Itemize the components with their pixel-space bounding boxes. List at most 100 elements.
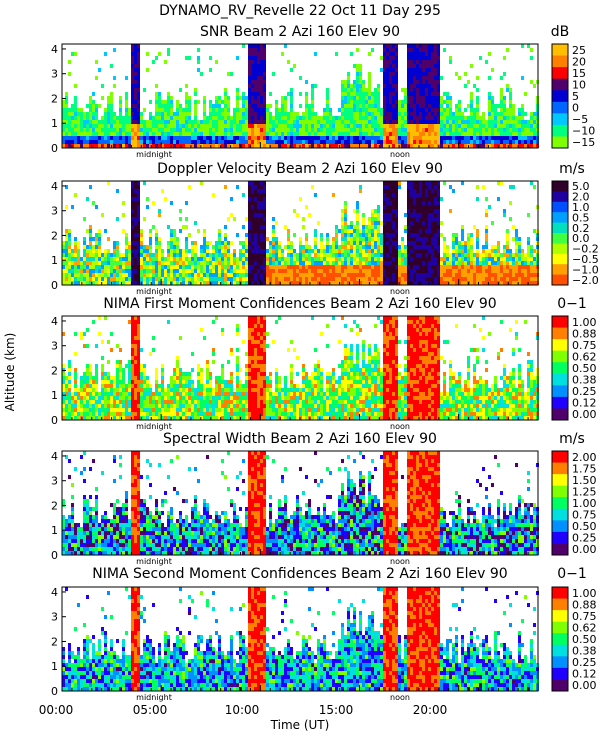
midnight-marker: midnight (136, 422, 172, 431)
colorbar-swatch (552, 598, 568, 611)
colorbar-label: 0.25 (572, 656, 597, 669)
y-tick-label: 3 (51, 205, 58, 218)
panel-4: Spectral Width Beam 2 Azi 160 Elev 90 m/s… (51, 431, 597, 566)
colorbar-swatch (552, 90, 568, 103)
y-tick-label: 2 (51, 635, 58, 648)
colorbar-swatch (552, 667, 568, 680)
y-tick-label: 4 (51, 180, 58, 193)
colorbar-label: −5 (572, 113, 588, 126)
colorbar-swatch (552, 181, 568, 192)
colorbar-label: 0.25 (572, 532, 597, 545)
noon-marker: noon (390, 287, 410, 296)
y-tick-label: 0 (51, 279, 58, 292)
colorbar-swatch (552, 385, 568, 398)
colorbar-label: 2.00 (572, 451, 597, 464)
colorbar-label: 0.2 (572, 222, 590, 235)
colorbar-swatch (552, 274, 568, 286)
y-tick-label: 0 (51, 414, 58, 427)
x-tick-label: 20:00 (413, 703, 448, 717)
colorbar-label: 1.00 (572, 497, 597, 510)
colorbar-label: 1.0 (572, 201, 590, 214)
midnight-marker: midnight (136, 150, 172, 159)
colorbar-swatch (552, 508, 568, 521)
colorbar-label: 0.50 (572, 633, 597, 646)
x-tick-label: 10:00 (225, 703, 260, 717)
x-axis-label: Time (UT) (270, 718, 330, 732)
y-tick-label: 2 (51, 229, 58, 242)
colorbar-label: −0.5 (572, 253, 599, 266)
heatmap-cells (62, 587, 539, 691)
colorbar-swatch (552, 656, 568, 669)
colorbar-label: 0.00 (572, 408, 597, 421)
colorbar-frame (551, 586, 569, 692)
colorbar-swatch (552, 679, 568, 692)
colorbar-label: 10 (572, 78, 586, 91)
midnight-marker: midnight (136, 557, 172, 566)
colorbar-swatch (552, 67, 568, 80)
colorbar-label: 0.00 (572, 543, 597, 556)
noon-marker: noon (390, 422, 410, 431)
colorbar-swatch (552, 222, 568, 234)
colorbar-swatch (552, 497, 568, 510)
colorbar-swatch (552, 462, 568, 475)
heatmap-cells (62, 44, 539, 148)
heatmap-cells (62, 181, 539, 285)
y-tick-label: 3 (51, 611, 58, 624)
y-tick-label: 0 (51, 549, 58, 562)
colorbar-label: 0.88 (572, 327, 597, 340)
y-tick-label: 4 (51, 586, 58, 599)
colorbar-label: 0.62 (572, 350, 597, 363)
colorbar-swatch (552, 55, 568, 68)
colorbar-swatch (552, 113, 568, 126)
colorbar-label: 0.38 (572, 645, 597, 658)
colorbar-swatch (552, 201, 568, 213)
colorbar-label: 1.00 (572, 587, 597, 600)
y-tick-label: 1 (51, 524, 58, 537)
colorbar-swatch (552, 264, 568, 276)
colorbar-unit: m/s (559, 161, 585, 177)
colorbar-swatch (552, 451, 568, 464)
y-tick-label: 3 (51, 340, 58, 353)
colorbar-label: 0.75 (572, 610, 597, 623)
colorbar-swatch (552, 350, 568, 363)
colorbar-label: 0.50 (572, 362, 597, 375)
panel-2: Doppler Velocity Beam 2 Azi 160 Elev 90 m… (51, 161, 599, 296)
colorbar-swatch (552, 339, 568, 352)
colorbar-frame (551, 43, 569, 149)
colorbar-swatch (552, 633, 568, 646)
y-tick-label: 2 (51, 364, 58, 377)
colorbar-swatch (552, 543, 568, 556)
colorbar-label: 0.12 (572, 397, 597, 410)
panels: SNR Beam 2 Azi 160 Elev 90 dB 0 1 2 3 4 midnigh… (39, 24, 599, 717)
y-tick-label: 3 (51, 475, 58, 488)
heatmap-cells (62, 451, 539, 555)
colorbar-label: 0.12 (572, 668, 597, 681)
colorbar-label: −15 (572, 136, 595, 149)
panel-title: Doppler Velocity Beam 2 Azi 160 Elev 90 (157, 161, 443, 177)
panel-3: NIMA First Moment Confidences Beam 2 Azi… (51, 296, 597, 431)
y-tick-label: 3 (51, 68, 58, 81)
y-tick-label: 4 (51, 43, 58, 56)
colorbar-swatch (552, 485, 568, 498)
colorbar-swatch (552, 136, 568, 149)
x-tick-label: 15:00 (319, 703, 354, 717)
colorbar-label: −10 (572, 125, 595, 138)
colorbar-unit: 0−1 (557, 296, 587, 312)
colorbar-swatch (552, 316, 568, 329)
colorbar-label: 1.00 (572, 316, 597, 329)
colorbar-label: 15 (572, 67, 586, 80)
colorbar-unit: dB (551, 24, 570, 40)
panel-title: NIMA Second Moment Confidences Beam 2 Az… (92, 566, 507, 582)
colorbar-swatch (552, 212, 568, 224)
colorbar-unit: m/s (559, 431, 585, 447)
y-tick-label: 0 (51, 142, 58, 155)
figure-title: DYNAMO_RV_Revelle 22 Oct 11 Day 295 (159, 3, 441, 19)
colorbar-frame (551, 315, 569, 421)
colorbar-label: 1.50 (572, 474, 597, 487)
colorbar-swatch (552, 233, 568, 244)
colorbar-swatch (552, 362, 568, 375)
y-tick-label: 0 (51, 685, 58, 698)
colorbar-label: 0.88 (572, 598, 597, 611)
colorbar-swatch (552, 243, 568, 255)
y-axis-label: Altitude (km) (3, 333, 17, 412)
